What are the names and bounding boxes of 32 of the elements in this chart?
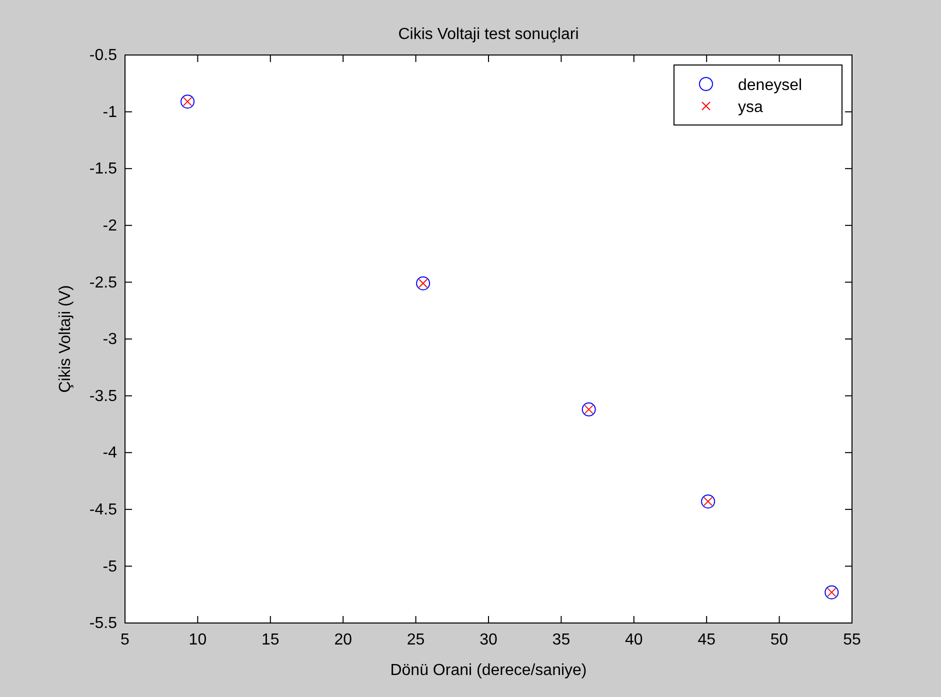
legend-label: ysa [738,99,763,116]
x-tick-label: 55 [843,631,861,648]
x-tick-label: 45 [698,631,716,648]
x-tick-label: 5 [120,631,130,648]
y-tick-label: -5 [102,558,118,576]
x-tick-label: 15 [262,631,280,648]
x-tick-label: 20 [334,631,352,648]
x-axis-title: Dönü Orani (derece/saniye) [390,662,587,679]
point [824,585,839,600]
y-tick-label: -2.5 [89,274,118,292]
y-tick-label: -1 [102,104,118,121]
point [582,402,596,416]
x-tick-label: 10 [188,631,207,648]
x-tick-label: 35 [552,631,570,648]
y-tick-label: -4.5 [89,502,118,519]
y-tick-label: -1.5 [89,160,118,178]
point [416,276,430,290]
x-tick-label: 50 [770,631,788,648]
point [701,494,716,508]
legend-label: deneysel [738,77,802,94]
y-tick-label: -0.5 [89,47,118,64]
y-tick-label: -3.5 [89,388,118,405]
y-axis-title: Çikis Voltaji (V) [57,285,74,393]
y-tick-label: -2 [102,218,118,235]
x-tick-label: 25 [406,631,425,648]
y-tick-label: -4 [102,444,118,462]
point [180,94,195,109]
y-tick-label: -5.5 [89,615,118,632]
x-tick-label: 30 [480,631,498,648]
y-tick-label: -3 [102,331,118,348]
x-tick-label: 40 [625,631,643,648]
chart-title: Cikis Voltaji test sonuçlari [398,26,579,43]
